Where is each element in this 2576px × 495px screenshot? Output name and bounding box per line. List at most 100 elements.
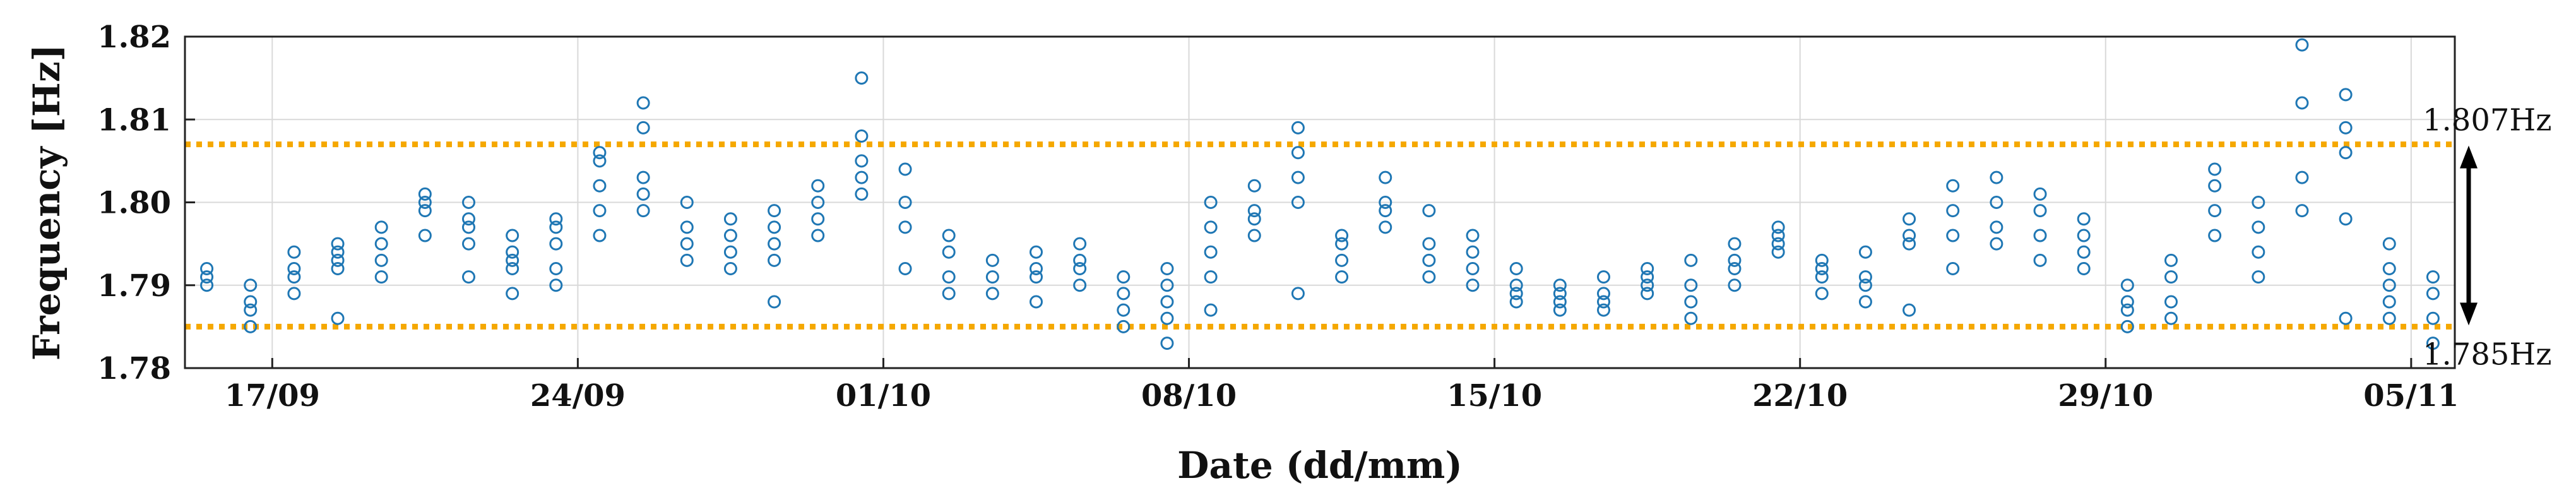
data-point bbox=[942, 287, 956, 301]
data-point bbox=[2339, 146, 2353, 160]
data-point bbox=[2426, 270, 2440, 284]
data-point bbox=[1335, 253, 1349, 267]
arrow-down-icon bbox=[2460, 302, 2478, 326]
x-tick-label: 01/10 bbox=[836, 378, 931, 414]
data-point bbox=[1728, 278, 1742, 292]
data-point bbox=[723, 262, 737, 275]
data-point bbox=[2339, 88, 2353, 102]
data-point bbox=[418, 196, 432, 209]
data-point bbox=[2164, 270, 2178, 284]
data-point bbox=[593, 146, 607, 160]
data-point bbox=[2120, 303, 2134, 317]
data-point bbox=[244, 319, 258, 333]
lower-threshold-label: 1.785Hz bbox=[2423, 337, 2552, 372]
data-point bbox=[680, 196, 694, 209]
data-point bbox=[1291, 170, 1305, 184]
data-point bbox=[1073, 237, 1087, 251]
data-point bbox=[855, 170, 869, 184]
data-point bbox=[1379, 170, 1392, 184]
annotations: 1.807Hz 1.785Hz bbox=[2423, 103, 2552, 373]
data-point bbox=[1641, 278, 1654, 292]
data-point bbox=[593, 179, 607, 193]
data-point bbox=[1030, 270, 1043, 284]
data-point bbox=[1553, 295, 1567, 309]
data-point bbox=[1117, 303, 1131, 317]
data-point bbox=[1204, 245, 1218, 259]
data-point bbox=[1379, 196, 1392, 209]
data-point bbox=[374, 237, 388, 251]
data-point bbox=[1030, 245, 1043, 259]
data-point bbox=[1379, 220, 1392, 234]
data-point bbox=[1509, 295, 1523, 309]
data-point bbox=[2208, 179, 2222, 193]
data-point bbox=[2252, 245, 2265, 259]
data-point bbox=[1466, 278, 1480, 292]
data-point bbox=[1684, 253, 1698, 267]
data-point bbox=[1728, 262, 1742, 275]
data-point bbox=[462, 196, 475, 209]
data-point bbox=[2295, 204, 2309, 218]
data-point bbox=[1335, 270, 1349, 284]
data-point bbox=[2295, 38, 2309, 52]
data-point bbox=[1946, 262, 1960, 275]
x-axis-title: Date (dd/mm) bbox=[1177, 444, 1463, 487]
data-point bbox=[1641, 270, 1654, 284]
data-point bbox=[200, 278, 214, 292]
data-point bbox=[1466, 262, 1480, 275]
data-point bbox=[1597, 295, 1610, 309]
data-point bbox=[898, 196, 912, 209]
data-point bbox=[636, 187, 650, 201]
data-point bbox=[1553, 303, 1567, 317]
data-point bbox=[2382, 311, 2396, 325]
data-point bbox=[2077, 212, 2091, 226]
data-point bbox=[506, 229, 519, 242]
data-point bbox=[1902, 237, 1916, 251]
data-point bbox=[549, 220, 563, 234]
data-point bbox=[1946, 229, 1960, 242]
data-point bbox=[1641, 262, 1654, 275]
data-point bbox=[1422, 204, 1436, 218]
data-point bbox=[1684, 295, 1698, 309]
data-point bbox=[2033, 204, 2047, 218]
data-point bbox=[1902, 303, 1916, 317]
data-point bbox=[898, 262, 912, 275]
data-points bbox=[200, 38, 2440, 350]
data-point bbox=[680, 220, 694, 234]
data-point bbox=[2164, 311, 2178, 325]
data-point bbox=[506, 245, 519, 259]
data-point bbox=[1204, 270, 1218, 284]
data-point bbox=[1247, 212, 1261, 226]
arrow-up-icon bbox=[2460, 145, 2478, 169]
data-point bbox=[331, 237, 345, 251]
data-point bbox=[374, 270, 388, 284]
data-point bbox=[985, 270, 999, 284]
data-point bbox=[811, 229, 825, 242]
data-point bbox=[2077, 245, 2091, 259]
data-point bbox=[462, 220, 475, 234]
data-point bbox=[1247, 229, 1261, 242]
y-tick-label: 1.78 bbox=[97, 351, 171, 386]
data-point bbox=[1291, 146, 1305, 160]
data-point bbox=[2426, 311, 2440, 325]
x-tick-label: 29/10 bbox=[2058, 378, 2153, 414]
data-point bbox=[768, 204, 781, 218]
data-point bbox=[1728, 237, 1742, 251]
data-point bbox=[1204, 303, 1218, 317]
data-point bbox=[2382, 237, 2396, 251]
data-point bbox=[768, 237, 781, 251]
data-point bbox=[1858, 295, 1872, 309]
data-point bbox=[374, 220, 388, 234]
data-point bbox=[1946, 204, 1960, 218]
upper-threshold-label: 1.807Hz bbox=[2423, 103, 2552, 138]
data-point bbox=[1509, 287, 1523, 301]
data-point bbox=[942, 270, 956, 284]
data-point bbox=[898, 162, 912, 176]
data-point bbox=[1509, 278, 1523, 292]
data-point bbox=[1815, 287, 1829, 301]
data-point bbox=[1509, 262, 1523, 275]
grid bbox=[185, 36, 2455, 369]
data-point bbox=[549, 212, 563, 226]
x-tick-label: 24/09 bbox=[530, 378, 626, 414]
data-point bbox=[1204, 196, 1218, 209]
